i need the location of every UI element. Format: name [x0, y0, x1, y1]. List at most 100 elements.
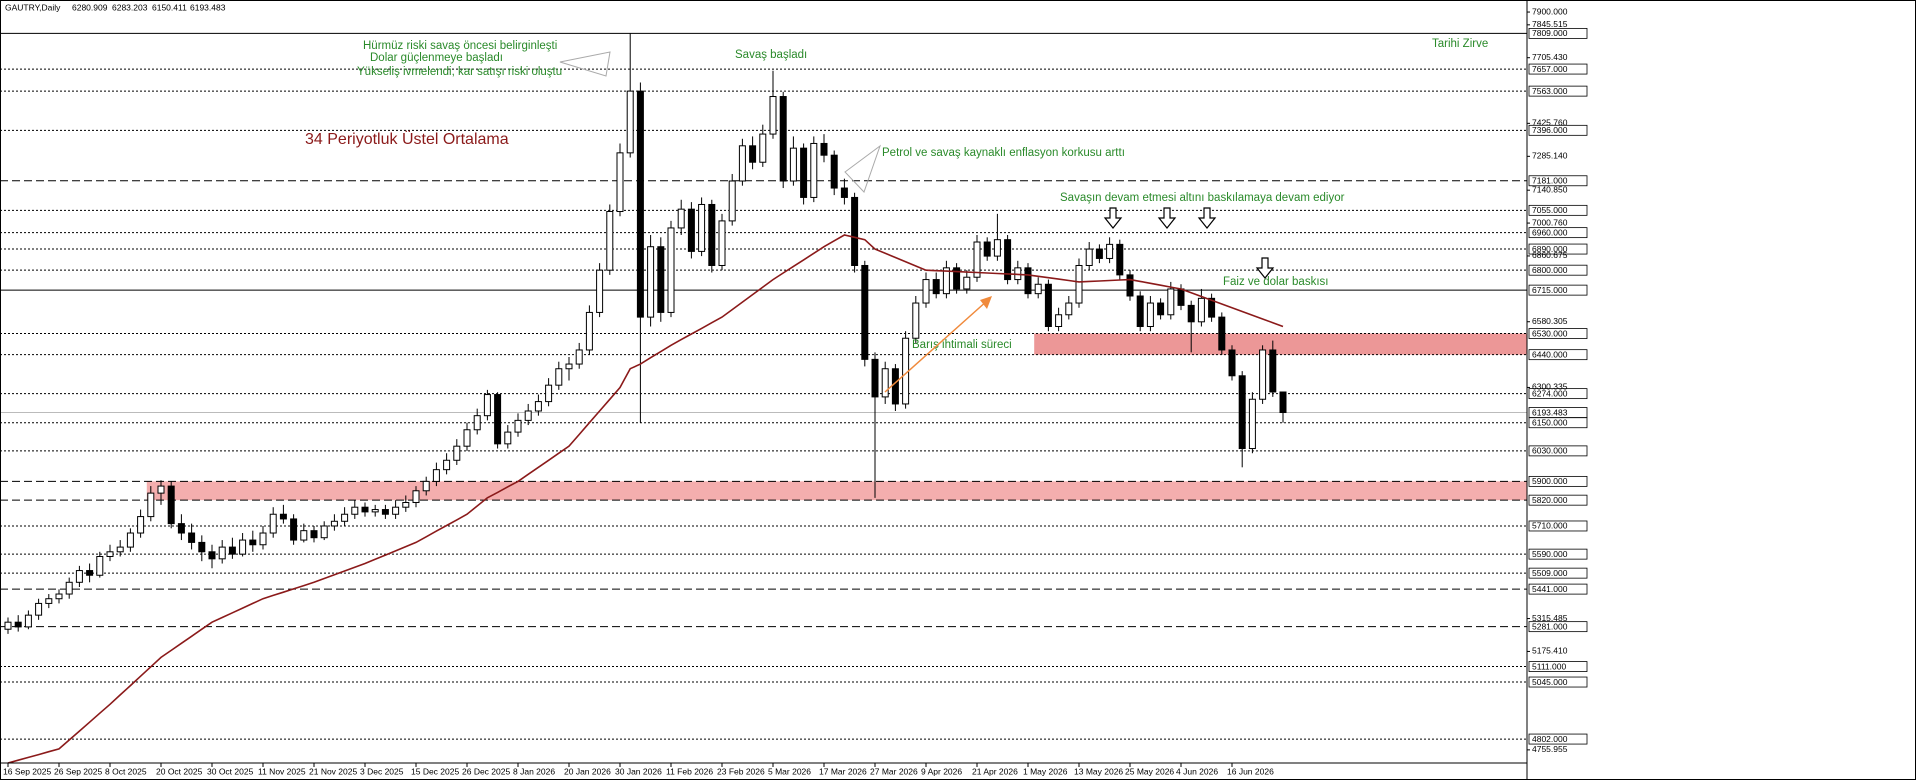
last-price-box: [1528, 407, 1588, 418]
candle-body: [504, 431, 512, 445]
level-label: 4802.000: [1532, 734, 1568, 744]
down-arrow: [1197, 207, 1217, 229]
x-tick-label: 21 Nov 2025: [309, 766, 357, 776]
candle-body: [65, 581, 73, 595]
candle-body: [1146, 302, 1154, 328]
level-label: 6715.000: [1532, 285, 1568, 295]
triangle-marker: [844, 144, 882, 193]
annotation: Dolar güçlenmeye başladı: [370, 52, 503, 64]
level-label: 5045.000: [1532, 677, 1568, 687]
candle-body: [687, 208, 695, 252]
candle-body: [596, 269, 604, 313]
candle-body: [330, 520, 338, 527]
candle-body: [1228, 349, 1236, 377]
down-arrow: [1157, 207, 1177, 229]
level-label: 5900.000: [1532, 476, 1568, 486]
candle-body: [320, 525, 328, 539]
candle-body: [912, 302, 920, 339]
candle-body: [789, 147, 797, 182]
candle-body: [422, 480, 430, 492]
candle-body: [698, 203, 706, 252]
candle-body: [290, 518, 298, 541]
x-tick-label: 26 Sep 2025: [54, 766, 102, 776]
down-arrow: [1255, 257, 1275, 279]
y-tick-label: 7900.000: [1532, 6, 1568, 16]
candle-body: [137, 516, 145, 534]
candle-body: [861, 264, 869, 360]
candle-body: [1034, 283, 1042, 295]
candle-body: [1248, 398, 1256, 450]
annotation: Faiz ve dolar baskısı: [1223, 276, 1328, 288]
candle-body: [749, 145, 757, 163]
x-tick-label: 8 Jan 2026: [513, 766, 555, 776]
level-label-box: [1528, 63, 1588, 75]
candle-body: [96, 555, 104, 576]
candle-body: [116, 546, 124, 553]
candle-body: [1075, 264, 1083, 304]
candle-body: [198, 541, 206, 553]
candle-body: [1004, 239, 1012, 281]
candle-body: [371, 509, 379, 513]
level-label-box: [1528, 475, 1588, 487]
candle-body: [973, 241, 981, 278]
candle-body: [800, 147, 808, 198]
candle-body: [585, 311, 593, 351]
candle-body: [75, 570, 83, 583]
candle-body: [1157, 302, 1165, 316]
level-label: 5281.000: [1532, 621, 1568, 631]
x-tick-label: 21 Apr 2026: [972, 766, 1018, 776]
candle-body: [738, 145, 746, 182]
y-tick-label: 7000.760: [1532, 217, 1568, 227]
x-tick-label: 3 Dec 2025: [360, 766, 404, 776]
candle-body: [963, 276, 971, 290]
ema-label: 34 Periyotluk Üstel Ortalama: [305, 130, 509, 148]
ohlc-value: 6280.909: [72, 2, 108, 12]
candle-body: [341, 513, 349, 522]
level-label: 5820.000: [1532, 495, 1568, 505]
candle-body: [667, 227, 675, 313]
y-tick-label: 6580.305: [1532, 316, 1568, 326]
annotation: Barış ihtimali süreci: [912, 339, 1012, 351]
candle-body: [1208, 297, 1216, 318]
x-tick-label: 30 Jan 2026: [615, 766, 662, 776]
level-label: 6150.000: [1532, 417, 1568, 427]
candle-body: [453, 445, 461, 461]
candle-body: [1279, 391, 1287, 414]
level-label: 5441.000: [1532, 584, 1568, 594]
level-label: 7396.000: [1532, 125, 1568, 135]
candle-body: [126, 532, 134, 548]
candles: [4, 33, 1287, 764]
x-tick-label: 15 Dec 2025: [411, 766, 459, 776]
level-label: 6530.000: [1532, 328, 1568, 338]
chart-title: GAUTRY,Daily: [5, 2, 61, 12]
x-tick-label: 9 Apr 2026: [921, 766, 962, 776]
candle-body: [1238, 375, 1246, 450]
candle-body: [361, 506, 369, 513]
level-label-box: [1528, 264, 1588, 276]
y-tick-label: 7140.850: [1532, 184, 1568, 194]
level-label: 5509.000: [1532, 568, 1568, 578]
ohlc-value: 6193.483: [190, 2, 226, 12]
candle-body: [35, 602, 43, 616]
level-label: 5590.000: [1532, 549, 1568, 559]
candle-body: [514, 419, 522, 433]
trend-arrow-head: [980, 296, 992, 309]
annotation: Hürmüz riski savaş öncesi belirginleşti: [363, 40, 557, 52]
candle-body: [1055, 314, 1063, 328]
level-label: 6960.000: [1532, 227, 1568, 237]
level-label-box: [1528, 621, 1588, 633]
candle-body: [228, 546, 236, 555]
level-label-box: [1528, 85, 1588, 97]
candle-body: [657, 246, 665, 313]
candle-body: [871, 358, 879, 398]
candle-body: [259, 532, 267, 546]
level-label: 6274.000: [1532, 388, 1568, 398]
candle-body: [1177, 288, 1185, 306]
level-label-box: [1528, 494, 1588, 506]
annotation: Savaşın devam etmesi altını baskılamaya …: [1060, 192, 1345, 204]
y-tick-label: 5175.410: [1532, 646, 1568, 656]
overlays: 34 Periyotluk Üstel Ortalama Hürmüz riski…: [305, 38, 1488, 393]
candle-body: [1065, 302, 1073, 316]
level-label-box: [1528, 124, 1588, 136]
annotation: Petrol ve savaş kaynaklı enflasyon korku…: [882, 147, 1125, 159]
